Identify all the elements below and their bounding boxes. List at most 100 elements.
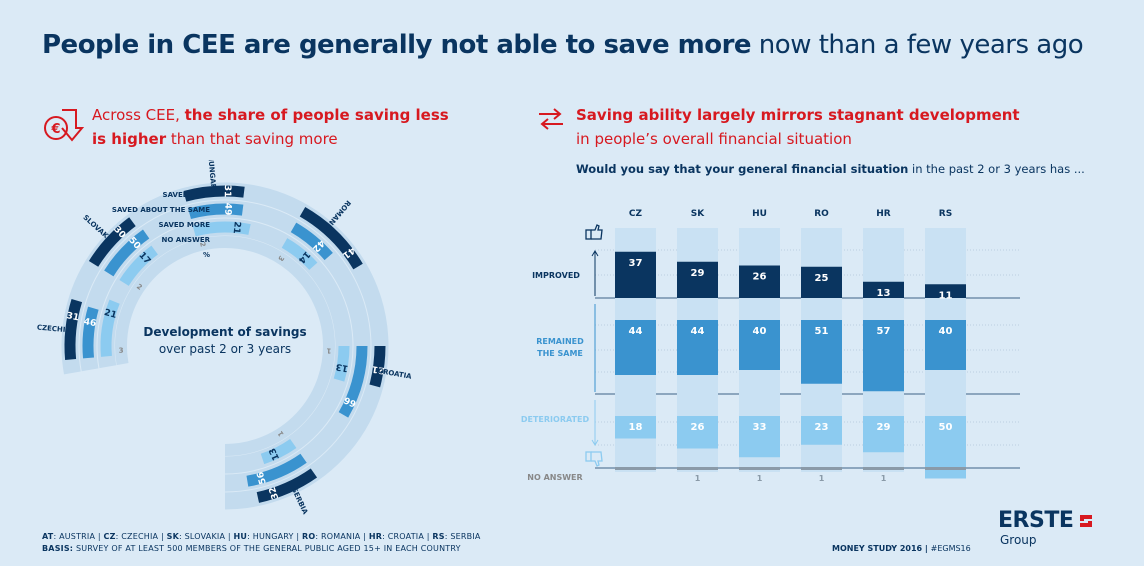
bar-value-hu-0: 26 bbox=[753, 272, 767, 283]
bar-cz-2 bbox=[615, 416, 656, 439]
radial-arc-romania-2 bbox=[281, 238, 318, 271]
radial-value-romania-3: 3 bbox=[276, 254, 285, 263]
thumbs-down-icon bbox=[585, 451, 603, 467]
radial-value-hungary-3: 2 bbox=[198, 241, 207, 248]
radial-arc-hungary-2 bbox=[192, 221, 251, 237]
bar-sk-0 bbox=[677, 261, 718, 298]
radial-arc-serbia-0 bbox=[256, 468, 318, 503]
radial-value-serbia-3: 1 bbox=[276, 429, 285, 437]
legend-no-answer: NO ANSWER bbox=[162, 236, 211, 244]
bar-value-rs-1: 40 bbox=[939, 326, 953, 337]
bar-value-cz-1: 44 bbox=[629, 326, 643, 337]
bar-value-hr-0: 13 bbox=[877, 288, 891, 299]
bar-hr-0 bbox=[863, 281, 904, 298]
radial-arc-slovakia-2 bbox=[119, 245, 159, 286]
radial-arc-croatia-0 bbox=[369, 345, 386, 388]
radial-arc-czechia-1 bbox=[82, 306, 99, 359]
column-header-hu: HU bbox=[752, 209, 767, 219]
svg-text:€: € bbox=[50, 122, 60, 137]
radial-arc-romania-0 bbox=[299, 207, 363, 270]
radial-arc-romania-1 bbox=[290, 222, 333, 261]
bar-hu-1 bbox=[739, 320, 780, 370]
row-label-same-1: REMAINED bbox=[536, 337, 584, 346]
bar-noanswer-hr bbox=[863, 467, 904, 470]
column-header-sk: SK bbox=[691, 209, 705, 219]
radial-value-slovakia-3: 2 bbox=[135, 282, 144, 291]
legend-percent: % bbox=[203, 251, 210, 259]
bar-value-ro-0: 25 bbox=[815, 273, 829, 284]
radial-value-czechia-0: 31 bbox=[66, 311, 80, 323]
bar-ro-0 bbox=[801, 266, 842, 298]
bar-value-hu-1: 40 bbox=[753, 326, 767, 337]
bar-noanswer-sk bbox=[677, 467, 718, 470]
radial-value-croatia-0: 21 bbox=[371, 363, 385, 375]
bar-noanswer-value-hr: 1 bbox=[881, 474, 887, 483]
row-label-deteriorated: DETERIORATED bbox=[521, 415, 590, 424]
radial-value-croatia-3: 1 bbox=[326, 346, 331, 354]
bar-cz-1 bbox=[615, 320, 656, 375]
bar-noanswer-ro bbox=[801, 467, 842, 470]
bar-value-sk-2: 26 bbox=[691, 422, 705, 433]
euro-down-arrow-icon: € bbox=[44, 109, 85, 142]
bar-value-ro-2: 23 bbox=[815, 422, 829, 433]
radial-center-subtitle: over past 2 or 3 years bbox=[159, 342, 291, 356]
radial-value-hungary-1: 49 bbox=[222, 203, 232, 216]
erste-s-icon bbox=[1080, 514, 1093, 527]
bar-value-sk-0: 29 bbox=[691, 268, 705, 279]
bar-noanswer-value-sk: 1 bbox=[695, 474, 701, 483]
radial-value-serbia-2: 13 bbox=[268, 446, 282, 462]
bar-hr-1 bbox=[863, 320, 904, 392]
left-subtitle: Across CEE, the share of people saving l… bbox=[92, 106, 449, 148]
radial-arc-slovakia-1 bbox=[104, 229, 150, 277]
column-header-ro: RO bbox=[814, 209, 829, 219]
swap-arrows-icon bbox=[539, 108, 563, 130]
bar-value-sk-1: 44 bbox=[691, 326, 705, 337]
radial-value-croatia-1: 66 bbox=[343, 394, 359, 408]
bar-noanswer-value-hu: 1 bbox=[757, 474, 763, 483]
legend-saved-less: SAVED LESS bbox=[163, 191, 210, 199]
radial-value-serbia-1: 56 bbox=[256, 470, 269, 485]
survey-question: Would you say that your general financia… bbox=[576, 162, 1085, 176]
radial-arc-serbia-1 bbox=[246, 453, 307, 487]
bar-value-ro-1: 51 bbox=[815, 326, 829, 337]
radial-country-serbia: SERBIA bbox=[290, 486, 310, 516]
bar-noanswer-value-ro: 1 bbox=[819, 474, 825, 483]
radial-arc-hungary-0 bbox=[183, 185, 245, 202]
bar-cz-0 bbox=[615, 251, 656, 298]
radial-value-serbia-0: 32 bbox=[268, 485, 281, 500]
row-label-same-2: THE SAME bbox=[537, 349, 583, 358]
erste-logo: ERSTE Group bbox=[998, 508, 1095, 547]
radial-value-croatia-2: 13 bbox=[335, 361, 349, 373]
financial-situation-chart: CZ 37 44 18 SK 29 44 26 1 HU 26 40 33 1 RO 25 51 23 1 HR 13 5… bbox=[521, 209, 1020, 483]
bar-value-rs-2: 50 bbox=[939, 422, 953, 433]
radial-value-czechia-3: 3 bbox=[119, 347, 124, 355]
bar-hu-2 bbox=[739, 416, 780, 458]
bar-value-rs-0: 11 bbox=[939, 290, 953, 301]
radial-center-title: Development of savings bbox=[143, 325, 306, 339]
radial-value-czechia-2: 21 bbox=[103, 308, 118, 321]
thumbs-up-icon bbox=[585, 224, 603, 240]
radial-arc-croatia-2 bbox=[333, 345, 350, 382]
radial-value-czechia-1: 46 bbox=[83, 317, 97, 329]
bar-rs-0 bbox=[925, 284, 966, 298]
footer-basis: BASIS: SURVEY OF AT LEAST 500 MEMBERS OF… bbox=[42, 544, 461, 553]
radial-arc-czechia-0 bbox=[64, 298, 83, 360]
bar-hu-0 bbox=[739, 265, 780, 298]
bar-noanswer-rs bbox=[925, 467, 966, 470]
bar-value-cz-0: 37 bbox=[629, 258, 643, 269]
radial-value-hungary-2: 21 bbox=[231, 221, 242, 234]
footer-legend: AT: AUSTRIA | CZ: CZECHIA | SK: SLOVAKIA… bbox=[42, 532, 481, 541]
bar-value-cz-2: 18 bbox=[629, 422, 643, 433]
legend-saved-more: SAVED MORE bbox=[158, 221, 210, 229]
page-title: People in CEE are generally not able to … bbox=[42, 30, 1084, 60]
row-label-no-answer: NO ANSWER bbox=[527, 473, 582, 482]
radial-country-czechia: CZECHIA bbox=[37, 324, 72, 335]
column-header-rs: RS bbox=[939, 209, 952, 219]
right-subtitle: Saving ability largely mirrors stagnant … bbox=[576, 106, 1020, 148]
radial-country-hungary: HUNGARY bbox=[206, 160, 217, 195]
radial-value-hungary-0: 31 bbox=[222, 185, 232, 198]
legend-saved-same: SAVED ABOUT THE SAME bbox=[112, 206, 210, 214]
column-header-hr: HR bbox=[876, 209, 891, 219]
bar-noanswer-cz bbox=[615, 467, 656, 470]
bar-value-hr-2: 29 bbox=[877, 422, 891, 433]
